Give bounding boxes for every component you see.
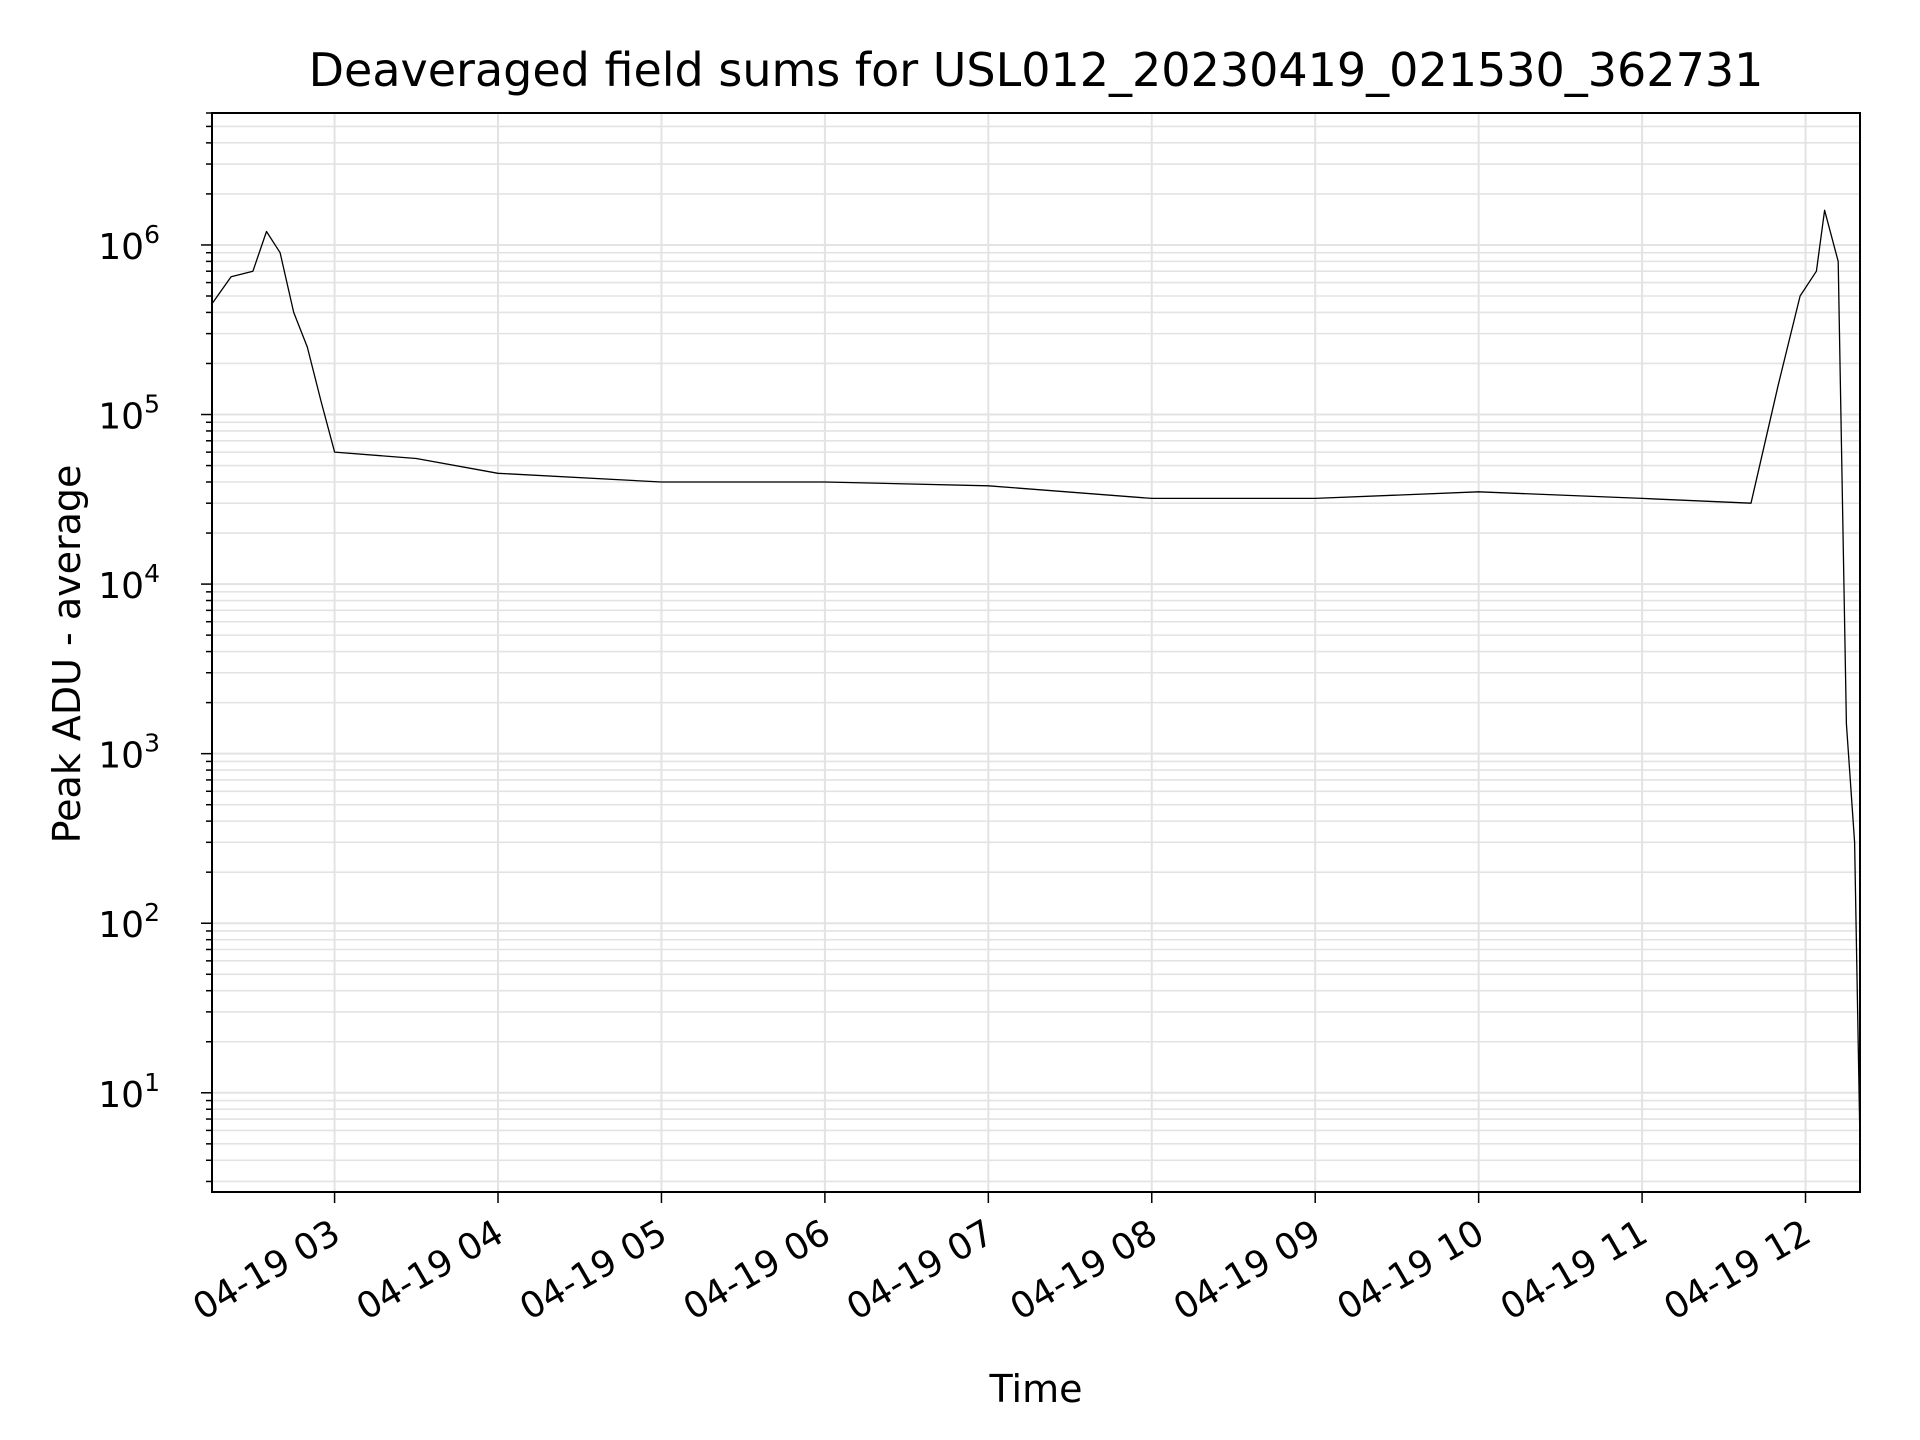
y-tick-label: 104 — [98, 559, 160, 607]
data-series — [211, 209, 1861, 1144]
x-axis-label: Time — [989, 1367, 1083, 1411]
y-tick-label: 101 — [98, 1068, 160, 1116]
y-tick-label: 106 — [98, 220, 160, 268]
plot-frame — [211, 112, 1861, 1193]
series-line — [211, 209, 1861, 1144]
y-tick-label: 105 — [98, 390, 160, 438]
y-tick-label: 103 — [98, 729, 160, 777]
y-tick-label: 102 — [98, 898, 160, 946]
chart-title: Deaveraged field sums for USL012_2023041… — [309, 43, 1764, 97]
y-axis-label: Peak ADU - average — [45, 465, 89, 844]
